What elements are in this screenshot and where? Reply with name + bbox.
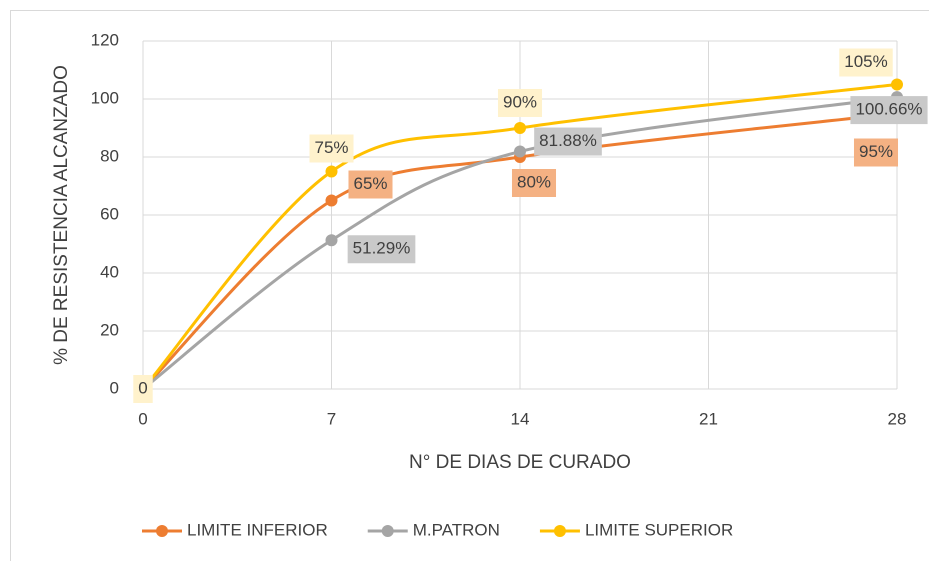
x-tick-label: 0 (138, 409, 147, 428)
legend-marker (553, 525, 566, 537)
data-label-text: 51.29% (353, 239, 411, 258)
data-label-box (853, 138, 899, 167)
data-label-box (511, 169, 557, 197)
point-marker (514, 122, 526, 134)
data-label: 80% (511, 169, 557, 197)
data-label-text: 80% (517, 172, 551, 191)
y-tick-label: 20 (100, 320, 119, 339)
x-tick-label: 28 (888, 409, 907, 428)
data-label: 90% (497, 89, 543, 117)
data-label-text: 90% (503, 92, 537, 111)
data-label-box (309, 134, 354, 163)
data-label: 105% (839, 48, 893, 77)
data-label: 95% (853, 138, 899, 167)
data-label: 0 (133, 375, 153, 403)
data-label-box (850, 96, 928, 125)
data-label: 100.66% (850, 96, 928, 125)
point-marker (891, 78, 903, 91)
data-label-text: 100.66% (855, 100, 922, 119)
data-label-text: 75% (314, 138, 348, 157)
data-label-box (133, 375, 153, 403)
data-label: 65% (348, 170, 393, 199)
y-tick-label: 120 (91, 30, 119, 49)
point-marker (514, 145, 526, 158)
legend-label: LIMITE SUPERIOR (585, 520, 733, 539)
legend-marker (156, 525, 168, 537)
series-line (141, 83, 898, 390)
legend-label: M.PATRON (413, 520, 500, 539)
data-label-box (348, 170, 393, 199)
data-label-box (839, 48, 893, 77)
data-label: 81.88% (534, 127, 602, 156)
series-line (142, 95, 898, 391)
x-tick-label: 21 (699, 409, 718, 428)
data-label-box (347, 235, 416, 264)
y-axis-label: % DE RESISTENCIA ALCANZADO (51, 65, 72, 365)
y-tick-label: 60 (100, 204, 119, 223)
x-tick-label: 14 (511, 409, 530, 428)
y-tick-label: 0 (110, 378, 119, 397)
data-label-text: 0 (138, 378, 147, 397)
point-marker (325, 165, 338, 178)
data-label-text: 105% (844, 52, 887, 71)
point-marker (325, 234, 338, 247)
chart-border (10, 10, 929, 561)
data-label-box (534, 127, 602, 156)
x-axis-label: N° DE DIAS DE CURADO (409, 452, 631, 473)
data-label-text: 95% (859, 142, 893, 161)
data-label: 75% (309, 134, 354, 163)
y-tick-label: 40 (100, 262, 119, 281)
series-line (141, 112, 898, 391)
data-label-box (497, 89, 543, 117)
point-marker (325, 194, 338, 207)
x-tick-label: 7 (327, 409, 336, 428)
legend-marker (381, 525, 394, 537)
data-label: 51.29% (347, 235, 416, 264)
data-label-text: 81.88% (539, 131, 597, 150)
y-tick-label: 100 (91, 88, 119, 107)
legend-label: LIMITE INFERIOR (187, 520, 328, 539)
y-tick-label: 80 (100, 146, 119, 165)
data-label-text: 65% (353, 174, 387, 193)
